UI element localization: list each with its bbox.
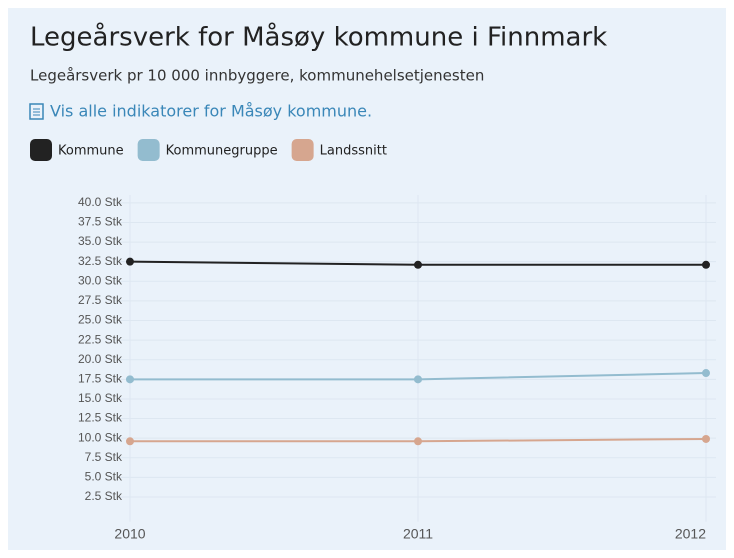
y-tick-label: 37.5 Stk	[78, 215, 123, 229]
legend-swatch	[137, 139, 160, 161]
link-icon[interactable]	[29, 103, 44, 120]
legend-swatch	[30, 139, 52, 161]
y-tick-label: 7.5 Stk	[85, 450, 123, 464]
y-tick-label: 10.0 Stk	[78, 430, 123, 444]
data-point	[126, 257, 134, 266]
legend-label: Kommune	[58, 144, 124, 159]
data-point	[702, 369, 710, 378]
x-tick-label: 2012	[675, 526, 706, 542]
data-point	[702, 260, 710, 269]
legend-label: Kommunegruppe	[166, 144, 278, 159]
y-tick-label: 35.0 Stk	[78, 234, 123, 248]
y-tick-label: 5.0 Stk	[85, 470, 123, 484]
data-point	[414, 260, 422, 269]
y-tick-label: 27.5 Stk	[78, 293, 123, 307]
y-tick-label: 40.0 Stk	[78, 195, 123, 209]
panel	[8, 8, 726, 550]
y-tick-label: 22.5 Stk	[78, 332, 123, 346]
chart-title: Legeårsverk for Måsøy kommune i Finnmark	[30, 22, 607, 53]
legend-label: Landssnitt	[320, 144, 387, 159]
link[interactable]: Vis alle indikatorer for Måsøy kommune.	[50, 102, 372, 121]
y-tick-label: 25.0 Stk	[78, 313, 123, 327]
data-point	[414, 437, 422, 446]
data-point	[126, 437, 134, 446]
y-tick-label: 12.5 Stk	[78, 411, 123, 425]
y-tick-label: 20.0 Stk	[78, 352, 123, 366]
subtitle: Legeårsverk pr 10 000 innbyggere, kommun…	[30, 67, 484, 85]
y-tick-label: 30.0 Stk	[78, 273, 123, 287]
y-tick-label: 32.5 Stk	[78, 254, 123, 268]
data-point	[702, 434, 710, 443]
data-point	[126, 375, 134, 384]
data-point	[414, 375, 422, 384]
icon	[29, 103, 44, 120]
x-tick-label: 2011	[403, 526, 433, 542]
y-tick-label: 15.0 Stk	[78, 391, 123, 405]
y-tick-label: 2.5 Stk	[85, 489, 123, 503]
x-tick-label: 2010	[114, 526, 145, 542]
legend-swatch	[291, 139, 314, 161]
y-tick-label: 17.5 Stk	[78, 372, 123, 386]
